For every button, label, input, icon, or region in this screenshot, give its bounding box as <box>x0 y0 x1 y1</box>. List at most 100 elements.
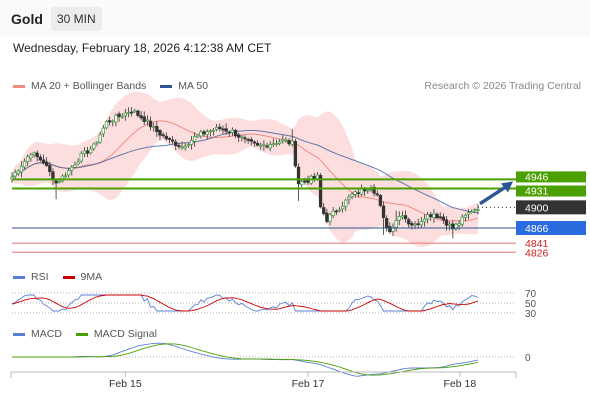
candle-body <box>19 165 24 173</box>
candle-body <box>362 189 367 192</box>
candle <box>205 129 209 140</box>
candle <box>199 129 203 139</box>
candle-body <box>268 144 272 149</box>
ma20-legend-label: MA 20 + Bollinger Bands <box>31 80 147 92</box>
candle-body <box>57 181 61 183</box>
candle-body <box>145 119 150 122</box>
candle <box>422 214 427 227</box>
candle-body <box>422 218 427 223</box>
candle <box>344 198 348 212</box>
candle-body <box>249 139 253 142</box>
macd-line <box>12 342 479 377</box>
candle <box>70 164 74 176</box>
candle-body <box>429 214 433 218</box>
candle <box>13 169 17 179</box>
candle <box>334 209 338 216</box>
candle-body <box>32 152 36 156</box>
candle-body <box>35 152 39 158</box>
candle <box>350 191 354 200</box>
candle-body <box>413 223 417 226</box>
candle <box>451 220 455 239</box>
candle <box>67 168 71 178</box>
candle-body <box>240 136 244 139</box>
candle-body <box>129 111 134 114</box>
candle <box>255 140 260 147</box>
candle <box>432 209 436 223</box>
candle-body <box>451 223 455 230</box>
candle-body <box>16 170 20 174</box>
candle-body <box>448 223 452 226</box>
candle-body <box>177 145 181 147</box>
candle <box>41 154 46 165</box>
candle-body <box>152 125 156 128</box>
rsi-line <box>11 294 479 312</box>
candle-body <box>318 174 323 208</box>
candle-body <box>227 131 231 134</box>
candle-body <box>95 141 99 144</box>
rsi-legend-label: RSI <box>31 271 49 283</box>
candle <box>89 145 93 155</box>
candle-body <box>98 134 102 143</box>
candle <box>425 211 430 224</box>
candle <box>337 206 342 213</box>
candle <box>152 122 156 132</box>
candle <box>429 211 433 221</box>
level-label-4866: 4866 <box>525 223 549 235</box>
candle <box>136 109 140 118</box>
candle <box>375 190 379 197</box>
candle <box>35 150 39 162</box>
candle <box>224 123 228 135</box>
candle-body <box>233 129 238 137</box>
candle-body <box>196 134 200 138</box>
projection-arrow-head <box>501 181 513 193</box>
candle <box>227 130 231 137</box>
candle-body <box>353 191 357 195</box>
macd-legend: MACD MACD Signal <box>13 328 171 340</box>
candle-body <box>391 227 395 232</box>
candle <box>296 163 301 201</box>
candle-body <box>255 143 260 146</box>
timeframe-badge[interactable]: 30 MIN <box>51 7 102 31</box>
candle-body <box>281 139 285 142</box>
candle-body <box>215 126 219 130</box>
candle <box>145 115 150 126</box>
candle-body <box>315 174 320 180</box>
candle-body <box>136 110 140 116</box>
candle-body <box>347 196 351 200</box>
candle <box>277 139 282 146</box>
candle-body <box>104 121 109 129</box>
candle <box>268 141 272 152</box>
macd-panel: 0 <box>12 342 531 377</box>
candle-body <box>123 112 128 117</box>
candle <box>240 134 244 142</box>
candle-body <box>199 131 203 137</box>
ma50-swatch <box>160 84 173 88</box>
candle-body <box>271 143 275 145</box>
candle-body <box>385 218 389 228</box>
candle <box>218 123 222 132</box>
candle-body <box>230 129 235 133</box>
candle-body <box>38 156 42 161</box>
candle <box>252 140 257 147</box>
level-label-4900: 4900 <box>525 202 549 214</box>
credit-label: Research © 2026 Trading Central <box>424 80 581 92</box>
candle-body <box>410 223 414 226</box>
candle-body <box>359 188 364 195</box>
candle-body <box>155 126 159 132</box>
candle <box>397 211 401 226</box>
candle <box>407 217 411 228</box>
candle <box>186 142 190 149</box>
time-axis-label: Feb 15 <box>109 378 142 390</box>
candle <box>400 211 405 220</box>
candle <box>79 151 83 164</box>
datetime-label: Wednesday, February 18, 2026 4:12:38 AM … <box>13 41 272 55</box>
candle <box>265 142 269 149</box>
candle-body <box>293 141 298 167</box>
candle <box>174 139 178 151</box>
rsi-ma-swatch <box>62 275 75 279</box>
ma20-line <box>11 120 479 222</box>
level-label-4946: 4946 <box>525 171 549 183</box>
candle <box>476 204 480 215</box>
candle-body <box>211 129 216 132</box>
